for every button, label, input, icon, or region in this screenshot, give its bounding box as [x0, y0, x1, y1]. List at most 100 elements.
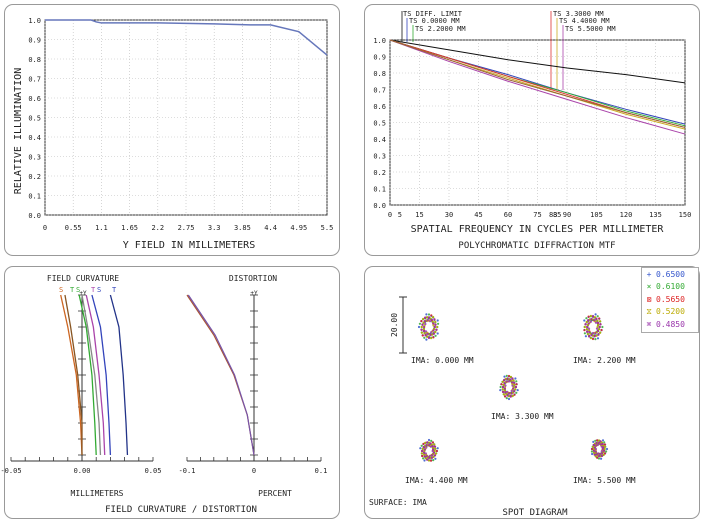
spot-diagram-panel: 20.00 IMA: 0.000 MM IMA: 2.200 MM IMA: 3… [364, 266, 700, 519]
legend-value: 0.4850 [656, 319, 685, 329]
fc-xtick: -0.05 [0, 467, 21, 475]
legend-symbol: ⧖ [646, 307, 652, 317]
spot-point [603, 445, 607, 448]
mtf-lines [389, 39, 686, 135]
spot-point [599, 320, 602, 323]
spot-point [503, 389, 506, 392]
mtf-ytick: 0.5 [373, 120, 386, 128]
spot-point [597, 321, 600, 324]
spot-point [595, 317, 598, 320]
mtf-ytick: 0.8 [373, 70, 386, 78]
spot-point [434, 452, 438, 455]
spot-ima-44: IMA: 4.400 MM [405, 476, 468, 485]
spot-point [429, 334, 432, 337]
fc-st-s3: S [97, 286, 101, 294]
spot-point [502, 383, 505, 386]
mtf-xlabel: SPATIAL FREQUENCY IN CYCLES PER MILLIMET… [411, 224, 665, 235]
spot-point [594, 338, 597, 341]
ri-xtick: 0 [43, 224, 47, 232]
mtf-grid [389, 39, 686, 206]
fc-title: FIELD CURVATURE [47, 274, 119, 283]
spot-point [516, 389, 519, 392]
spot-point [423, 319, 426, 323]
spot-point [432, 451, 435, 454]
mtf-ytick: 0.9 [373, 54, 386, 62]
mtf-xtick: 45 [474, 211, 482, 219]
spot-point [427, 316, 431, 319]
dist-title: DISTORTION [229, 274, 277, 283]
spot-point [514, 377, 517, 380]
fc-st-s1: S [59, 286, 63, 294]
spot-point [510, 392, 513, 395]
spot-point [507, 392, 511, 395]
spot-point [515, 380, 518, 383]
spot-point [430, 331, 433, 334]
ri-ytick: 0.8 [28, 56, 41, 64]
spot-point [433, 449, 436, 453]
spot-point [424, 330, 428, 333]
mtf-xtick: 60 [504, 211, 512, 219]
spot-point [585, 328, 588, 331]
spot-point [433, 443, 436, 446]
spot-point [420, 319, 423, 323]
spot-point [423, 455, 426, 458]
spot-point [588, 329, 591, 332]
dist-curve [187, 294, 255, 456]
spot-point [421, 447, 424, 450]
spot-point [589, 337, 592, 340]
fc-curve [91, 294, 112, 456]
spot-point [603, 452, 606, 455]
spot-point [597, 330, 600, 333]
spot-point [594, 439, 597, 442]
spot-point [499, 385, 502, 389]
spot-point [418, 322, 421, 325]
spot-point [503, 387, 506, 390]
legend-symbol: + [646, 270, 652, 279]
spot-point [591, 445, 595, 448]
ri-ytick: 0.4 [28, 134, 41, 142]
dist-xtick: 0.1 [315, 467, 328, 475]
spot-point [503, 375, 506, 378]
spot-point [423, 459, 426, 462]
ri-xtick: 3.85 [234, 224, 251, 232]
spot-point [514, 385, 517, 389]
relative-illumination-chart: 0 0.55 1.1 1.65 2.2 2.75 3.3 3.85 4.4 4.95 5.5 0.0 0… [13, 17, 333, 251]
spot-point [511, 377, 514, 380]
spot-point [420, 452, 424, 455]
spot-point [597, 457, 601, 460]
spot-point [593, 335, 596, 338]
fc-xtick: 0.05 [145, 467, 162, 475]
spot-point [429, 442, 432, 445]
relative-illumination-panel: 0 0.55 1.1 1.65 2.2 2.75 3.3 3.85 4.4 4.95 5.5 0.0 0… [4, 4, 340, 256]
ri-ytick: 0.3 [28, 154, 41, 162]
spot-point [513, 393, 516, 396]
spot-point [513, 381, 516, 384]
spot-point [434, 457, 437, 460]
spot-point [593, 318, 596, 322]
spot-point [601, 452, 604, 455]
spot-point [603, 443, 606, 446]
spot-point [509, 395, 512, 398]
spot-point [424, 316, 427, 319]
spot-point [587, 315, 590, 318]
spot-point [599, 440, 602, 443]
spot-point [514, 388, 517, 391]
spot-point [594, 447, 597, 451]
mtf-field-markers [401, 11, 564, 90]
spot-point [591, 337, 595, 341]
spot-point [512, 385, 515, 389]
spot-point [595, 441, 598, 444]
ri-xtick: 4.4 [264, 224, 277, 232]
legend-value: 0.5200 [656, 307, 685, 317]
spot-point [593, 443, 596, 447]
fc-caption: FIELD CURVATURE / DISTORTION [105, 505, 257, 515]
spot-point [426, 458, 429, 461]
mtf-label-33: TS 3.3000 MM [553, 10, 604, 18]
spot-ima-22: IMA: 2.200 MM [573, 356, 636, 365]
spot-point [502, 385, 505, 389]
spot-point [584, 335, 587, 338]
spot-point [424, 452, 427, 455]
spot-point [427, 313, 431, 316]
spot-point [595, 453, 598, 456]
